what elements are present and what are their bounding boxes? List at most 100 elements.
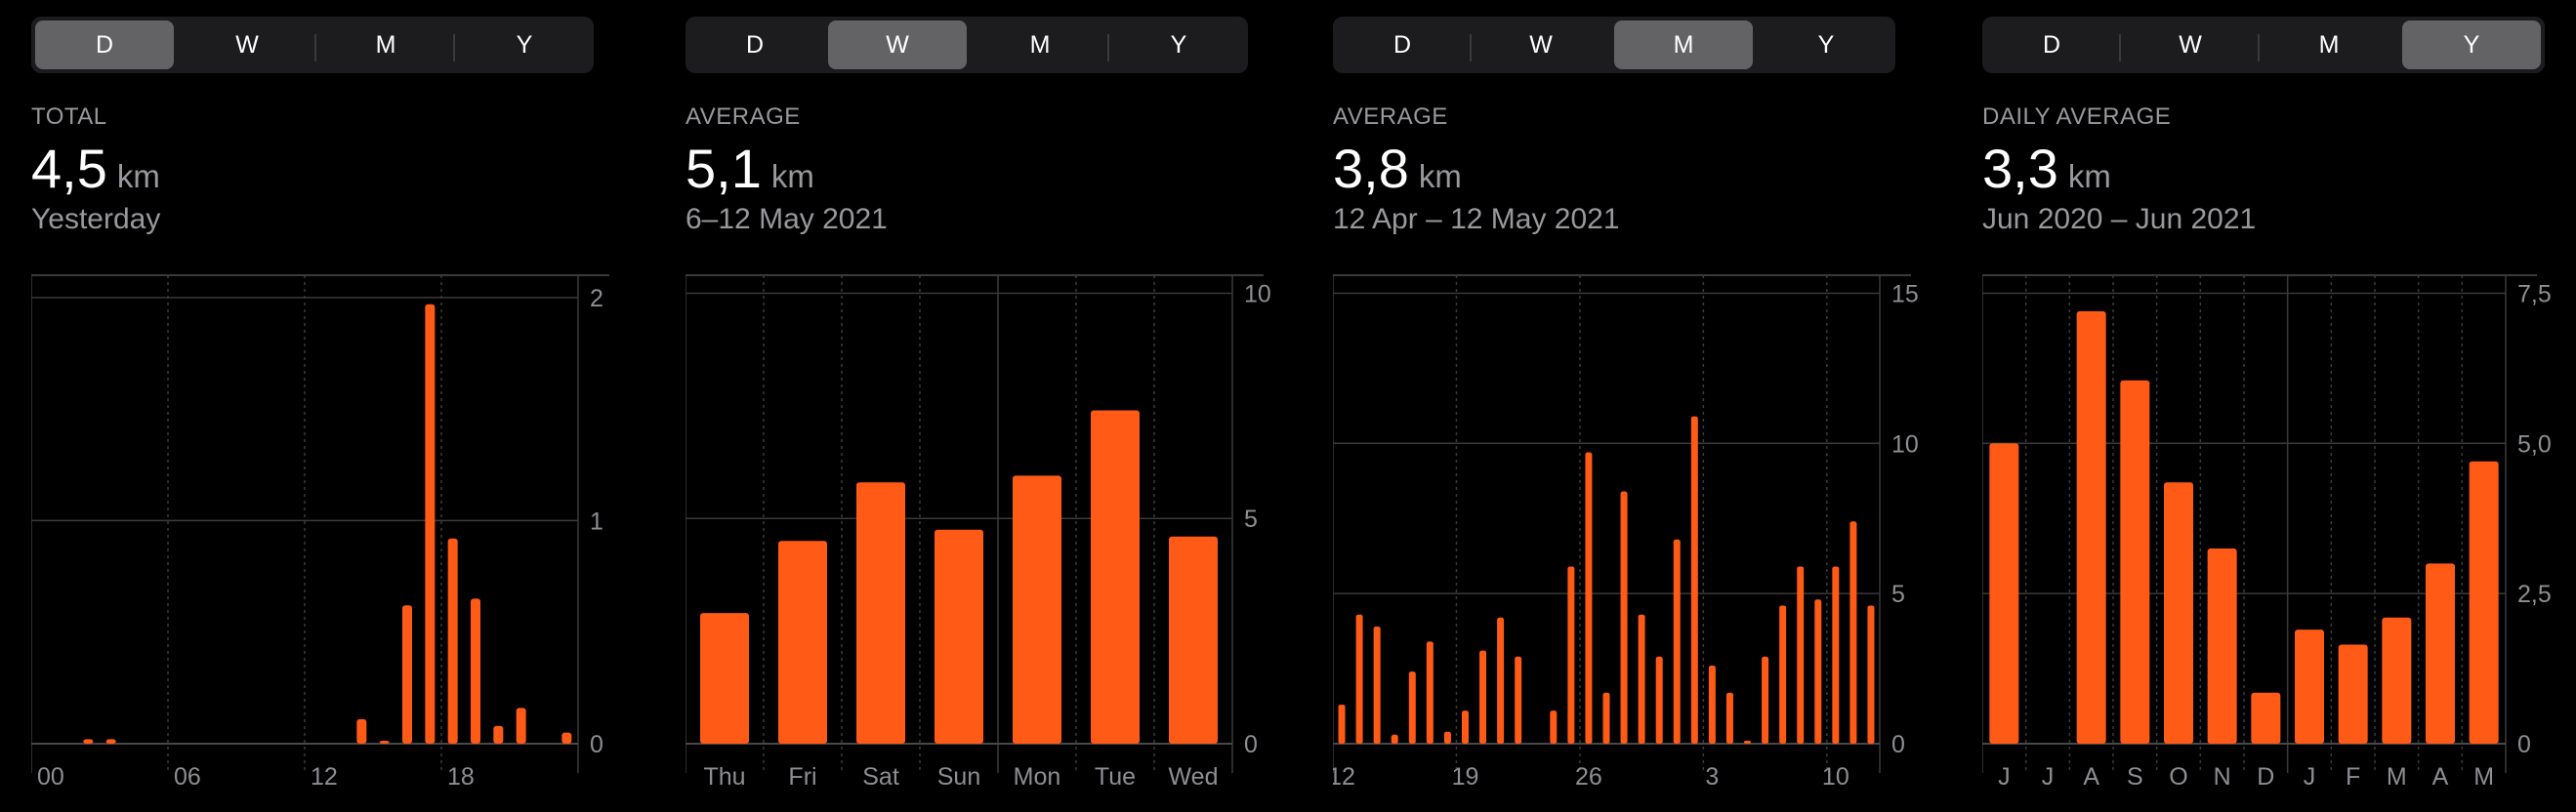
date-range: 6–12 May 2021 (686, 203, 888, 235)
x-tick-label: M (2473, 763, 2494, 791)
bar (1832, 566, 1840, 744)
bar (856, 482, 905, 744)
y-tick-label: 0 (1244, 731, 1258, 758)
bar (1461, 710, 1469, 744)
segment-year[interactable]: Y (1170, 30, 1187, 59)
date-range: Jun 2020 – Jun 2021 (1982, 203, 2257, 235)
segment-day[interactable]: D (1982, 20, 2121, 69)
segment-divider (2119, 34, 2121, 61)
stat-value: 4,5 km (31, 137, 160, 200)
bar (1355, 614, 1363, 744)
stat-number: 5,1 (686, 138, 762, 199)
bar (83, 739, 94, 744)
segment-divider (453, 34, 455, 61)
segment-year[interactable]: Y (516, 30, 533, 59)
segment-week[interactable]: W (178, 20, 316, 69)
x-tick-label: Thu (703, 763, 745, 791)
y-tick-label: 1 (590, 508, 603, 535)
bar (425, 304, 436, 744)
stat-label: AVERAGE (686, 103, 801, 130)
bar (2076, 310, 2106, 744)
x-tick-label: Sun (937, 763, 980, 791)
segment-month[interactable]: M (316, 20, 455, 69)
segment-day[interactable]: D (1333, 20, 1472, 69)
x-tick-label: S (2127, 763, 2143, 791)
x-tick-label: Fri (788, 763, 816, 791)
segment-divider (2258, 34, 2260, 61)
stat-number: 3,8 (1333, 138, 1409, 199)
bar (778, 541, 827, 744)
bar (1762, 656, 1769, 744)
stat-label: AVERAGE (1333, 103, 1448, 130)
x-tick-label: 06 (174, 763, 201, 791)
bar (516, 708, 526, 744)
segment-day[interactable]: D (35, 20, 174, 69)
bar (2338, 644, 2368, 744)
bar (1708, 666, 1716, 744)
bar (1744, 740, 1752, 744)
y-tick-label: 5 (1891, 581, 1905, 608)
bar (1585, 452, 1593, 744)
x-tick-label: 3 (1705, 763, 1719, 791)
x-tick-label: A (2083, 763, 2099, 791)
segment-month[interactable]: M (2318, 30, 2340, 59)
x-tick-label: 12 (311, 763, 338, 791)
bar (356, 718, 367, 744)
segment-year[interactable]: Y (2402, 20, 2541, 69)
x-tick-label: F (2346, 763, 2360, 791)
segment-week[interactable]: W (828, 20, 967, 69)
bar (1550, 710, 1558, 744)
bar (1169, 536, 1218, 744)
x-tick-label: Mon (1014, 763, 1061, 791)
segment-week[interactable]: W (1529, 30, 1553, 59)
stat-unit: km (2067, 158, 2111, 194)
y-tick-label: 5 (1244, 506, 1258, 533)
y-tick-label: 0 (2517, 731, 2531, 758)
x-tick-label: 10 (1822, 763, 1849, 791)
segment-month[interactable]: M (971, 20, 1109, 69)
bar (105, 739, 116, 744)
segment-divider (314, 34, 316, 61)
y-tick-label: 2,5 (2517, 581, 2552, 608)
segment-week[interactable]: W (2121, 20, 2260, 69)
stat-value: 3,8 km (1333, 137, 1462, 200)
segment-day[interactable]: D (745, 30, 765, 59)
bar (379, 741, 390, 744)
x-tick-label: 19 (1452, 763, 1479, 791)
x-tick-label: D (2257, 763, 2274, 791)
x-tick-label: J (1998, 763, 2010, 791)
bar (1013, 475, 1061, 744)
bar (1497, 617, 1505, 744)
stat-value: 5,1 km (686, 137, 814, 200)
bar (1391, 734, 1398, 744)
y-tick-label: 2 (590, 285, 603, 312)
segment-year[interactable]: Y (1817, 30, 1835, 59)
x-tick-label: 26 (1575, 763, 1602, 791)
bar (1814, 599, 1822, 744)
bar (1408, 671, 1416, 744)
segment-month[interactable]: M (1614, 20, 1753, 69)
stat-unit: km (770, 158, 814, 194)
bar (1779, 605, 1787, 744)
bar (2295, 629, 2324, 744)
bar (1602, 692, 1610, 744)
bar (1515, 656, 1522, 744)
bar (1673, 539, 1681, 744)
y-tick-label: 0 (590, 731, 603, 758)
bar (1426, 641, 1433, 744)
y-tick-label: 7,5 (2517, 280, 2552, 307)
stat-value: 3,3 km (1982, 137, 2111, 200)
x-tick-label: J (2042, 763, 2055, 791)
bar (2207, 548, 2237, 744)
x-tick-label: Sat (862, 763, 899, 791)
bar (1725, 692, 1733, 744)
bar (1479, 650, 1487, 744)
bar (2164, 482, 2193, 744)
x-tick-label: 00 (37, 763, 64, 791)
